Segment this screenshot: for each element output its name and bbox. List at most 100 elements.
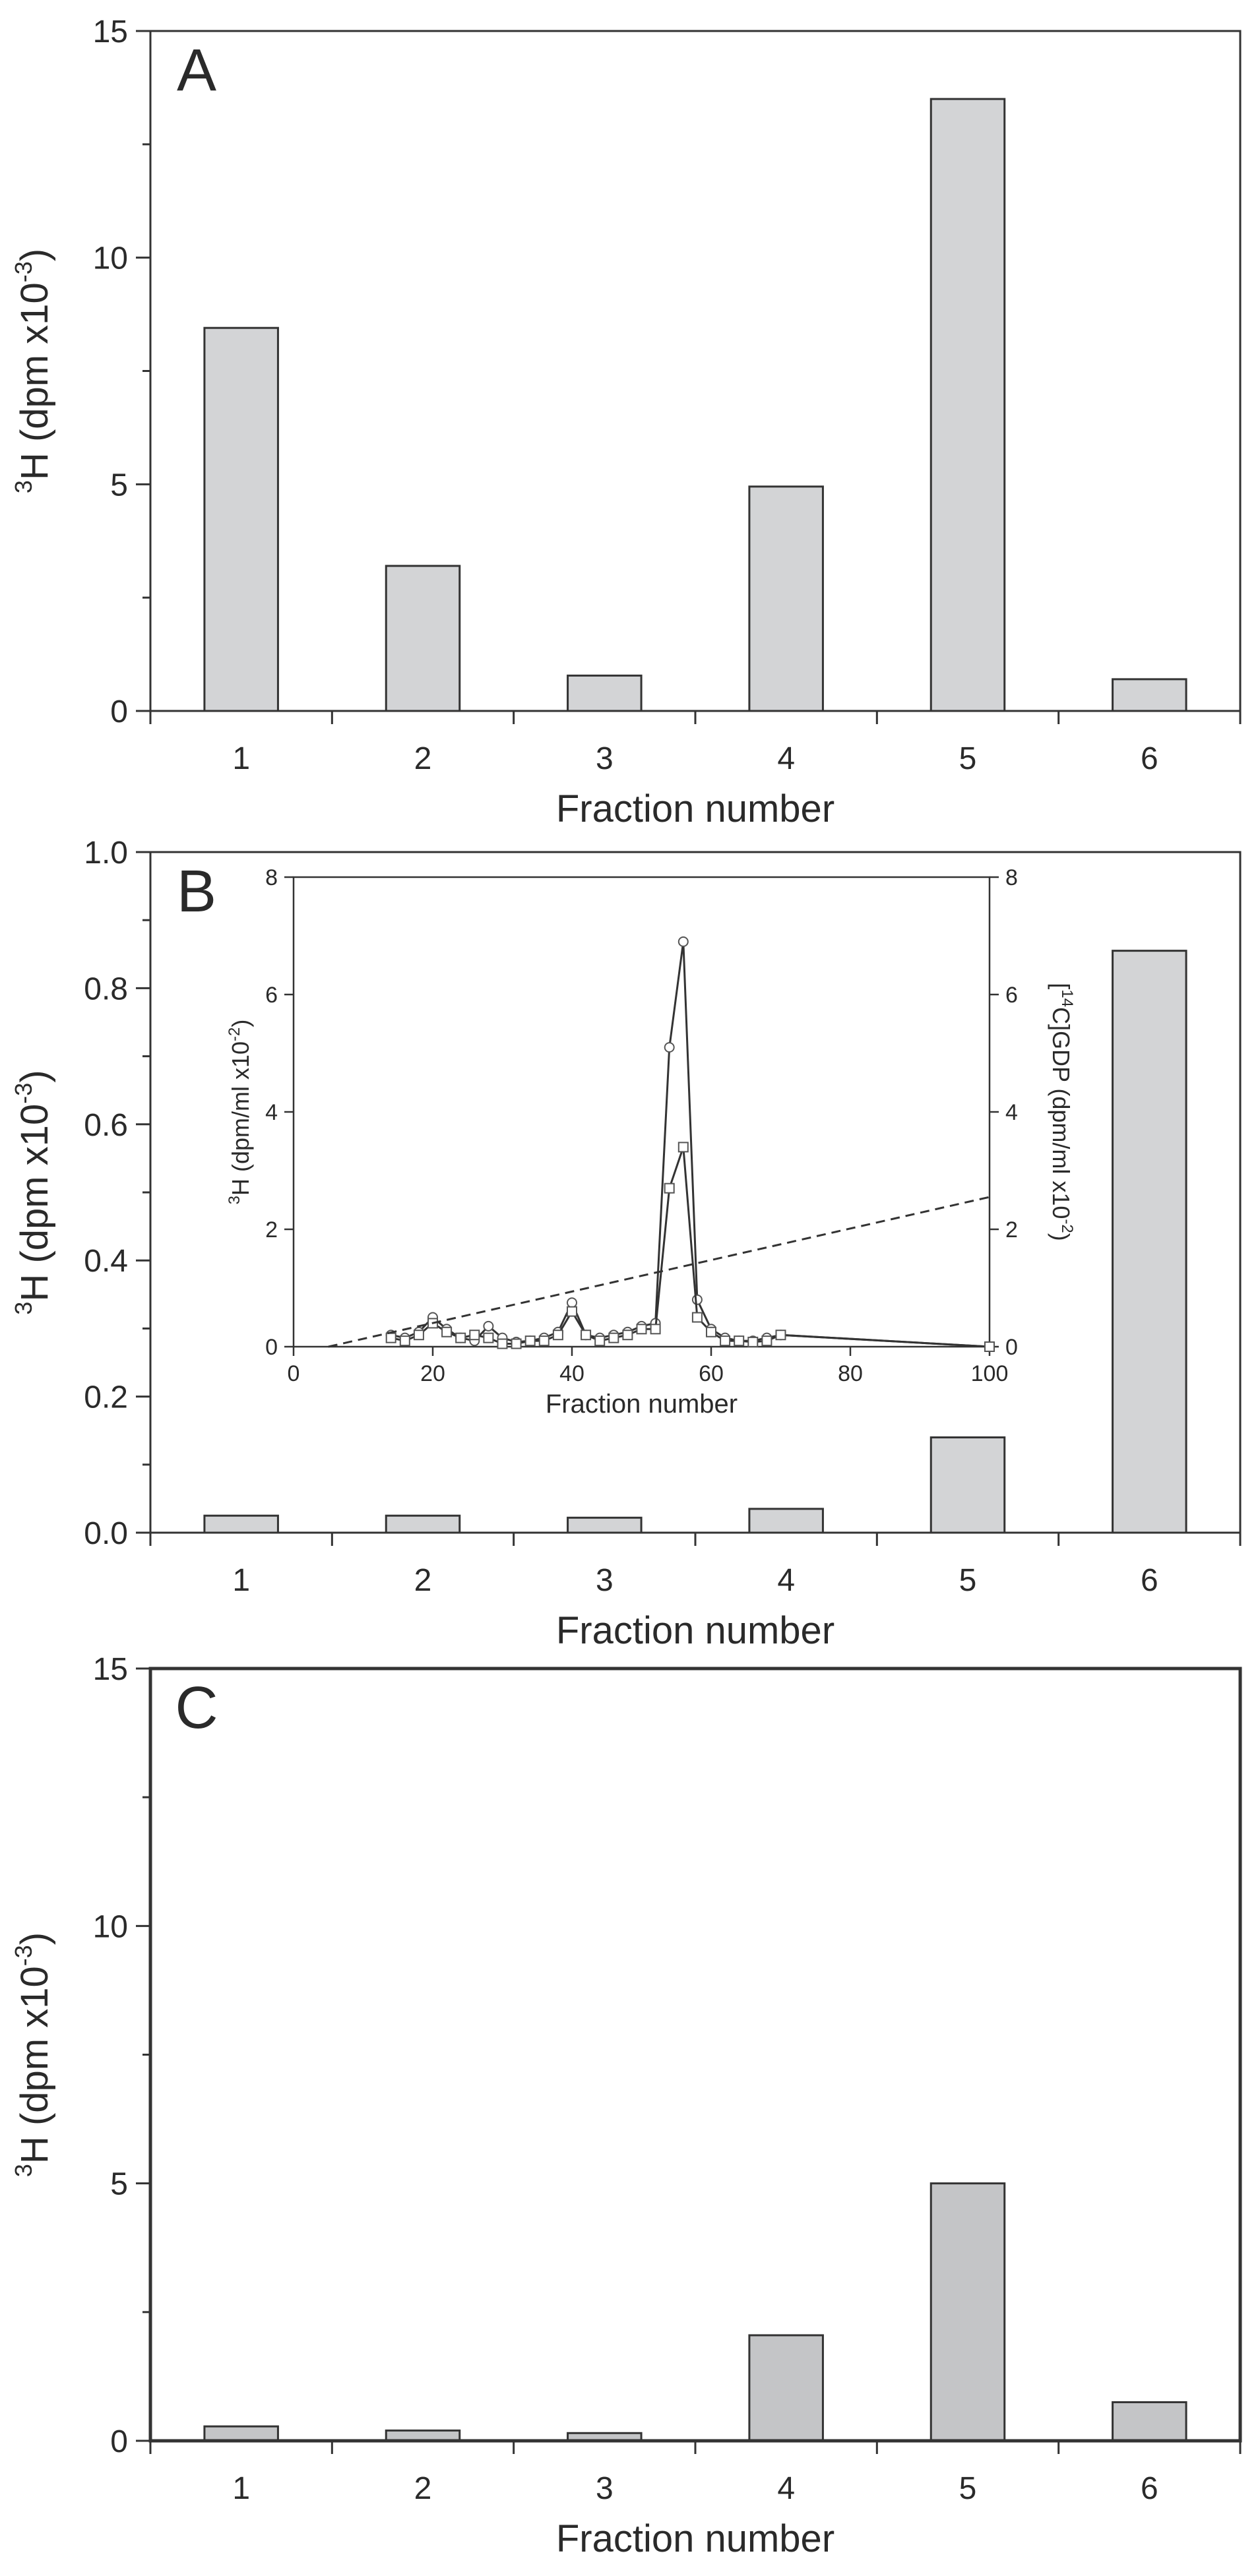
inset-point-square	[581, 1330, 592, 1341]
y-tick-label: 0.2	[84, 1380, 128, 1415]
inset-y-tick-label-right: 8	[1005, 865, 1018, 890]
x-axis-title: Fraction number	[556, 787, 835, 830]
inset-point-square	[608, 1332, 619, 1343]
x-tick-label: 2	[414, 1563, 432, 1598]
inset-line-gradient	[328, 1196, 990, 1348]
inset-point-square	[761, 1335, 772, 1347]
inset-point-square	[706, 1326, 716, 1337]
bar-2	[385, 565, 461, 712]
x-tick-label: 1	[232, 741, 250, 776]
x-tick-label: 2	[414, 2471, 432, 2506]
inset-x-tick-label: 20	[420, 1361, 445, 1386]
bar-1	[203, 1514, 279, 1534]
y-axis-title: 3H (dpm x10-3)	[10, 1070, 56, 1314]
inset-point-square	[622, 1330, 633, 1341]
bar-5	[929, 2182, 1006, 2442]
inset-point-square	[567, 1306, 577, 1317]
y-tick-label: 1.0	[84, 836, 128, 871]
inset-point-square	[775, 1330, 786, 1341]
y-tick-label: 10	[93, 1909, 128, 1944]
x-tick-label: 6	[1141, 741, 1158, 776]
x-tick-label: 3	[596, 1563, 614, 1598]
inset-y-tick-label: 6	[265, 983, 278, 1008]
bar-1	[203, 2425, 279, 2442]
bar-3	[567, 674, 643, 712]
x-tick-label: 1	[232, 1563, 250, 1598]
inset-point-square	[469, 1330, 480, 1341]
inset-point-square	[691, 1312, 703, 1323]
x-tick-label: 5	[959, 741, 977, 776]
inset-y-axis-title-left: 3H (dpm/ml x10-2)	[226, 1020, 254, 1205]
x-tick-label: 1	[232, 2471, 250, 2506]
plot-frame	[149, 30, 1242, 712]
y-tick-label: 5	[110, 2167, 128, 2202]
inset-point-square	[497, 1338, 508, 1349]
inset-y-tick-label: 4	[265, 1100, 278, 1125]
inset-point-square	[483, 1332, 494, 1343]
inset-y-tick-label-right: 0	[1005, 1335, 1018, 1360]
inset-x-tick-label: 40	[559, 1361, 584, 1386]
x-tick-label: 6	[1141, 1563, 1158, 1598]
x-tick-label: 4	[777, 2471, 795, 2506]
panel-label: A	[177, 38, 216, 104]
bar-6	[1112, 950, 1187, 1534]
y-axis-title: 3H (dpm x10-3)	[10, 249, 56, 493]
inset-x-tick-label: 60	[699, 1361, 724, 1386]
inset-point-square	[455, 1332, 466, 1343]
inset-point-square	[413, 1330, 424, 1341]
inset-point-square	[650, 1324, 661, 1335]
x-tick-label: 3	[596, 741, 614, 776]
x-tick-label: 5	[959, 2471, 977, 2506]
bar-4	[748, 2334, 824, 2442]
inset-y-tick-label-right: 4	[1005, 1100, 1018, 1125]
inset-point-square	[677, 1142, 689, 1153]
inset-point-circle	[677, 936, 689, 947]
inset-point-circle	[483, 1320, 494, 1332]
bar-4	[748, 485, 824, 712]
inset-point-square	[720, 1335, 731, 1347]
inset-point-square	[594, 1335, 606, 1347]
y-tick-label: 0.0	[84, 1516, 128, 1551]
inset-point-circle	[664, 1042, 675, 1053]
bar-5	[929, 98, 1006, 712]
plot-frame	[148, 1667, 1242, 2443]
y-tick-label: 15	[93, 1652, 128, 1687]
inset-y-axis-title-right: [14C]GDP (dpm/ml x10-2)	[1048, 983, 1076, 1241]
inset-point-square	[524, 1335, 536, 1347]
y-tick-label: 10	[93, 241, 128, 276]
y-axis-title: 3H (dpm x10-3)	[10, 1932, 56, 2177]
x-tick-label: 2	[414, 741, 432, 776]
inset-y-tick-label-right: 6	[1005, 983, 1018, 1008]
bar-4	[748, 1508, 824, 1534]
y-tick-label: 0	[110, 694, 128, 729]
inset-x-axis-title: Fraction number	[546, 1390, 738, 1419]
inset-point-square	[538, 1335, 550, 1347]
inset-y-tick-label: 2	[265, 1217, 278, 1242]
inset-point-square	[747, 1336, 759, 1347]
inset-point-square	[984, 1341, 995, 1352]
bar-6	[1112, 678, 1187, 712]
inset-point-square	[399, 1335, 410, 1347]
panel-c: 0 5 10 15 1 2 3 4 5 6 Fraction number 3H (dpm x10-3…	[10, 1652, 1242, 2560]
panel-a: 0 5 10 15 1 2 3 4 5 6 Fraction number 3H (dpm x10-3…	[10, 15, 1242, 830]
inset-line-squares	[391, 1146, 990, 1348]
x-axis-title: Fraction number	[556, 2517, 835, 2560]
bar-1	[203, 326, 279, 712]
inset-y-tick-label-right: 2	[1005, 1217, 1018, 1242]
x-tick-label: 5	[959, 1563, 977, 1598]
inset-point-square	[511, 1338, 522, 1349]
x-tick-label: 4	[777, 1563, 795, 1598]
x-tick-label: 4	[777, 741, 795, 776]
bar-6	[1112, 2401, 1187, 2442]
panel-label: C	[175, 1675, 218, 1741]
bar-2	[385, 1514, 461, 1534]
y-tick-label: 15	[93, 15, 128, 49]
inset-x-tick-label: 80	[838, 1361, 863, 1386]
x-tick-label: 6	[1141, 2471, 1158, 2506]
inset-x-tick-label: 0	[288, 1361, 300, 1386]
panel-b: 0.0 0.2 0.4 0.6 0.8 1.0 1 2 3 4 5 6 Fraction number 3…	[10, 836, 1242, 1652]
bar-3	[567, 1516, 643, 1534]
y-tick-label: 0	[110, 2424, 128, 2459]
y-tick-label: 0.6	[84, 1108, 128, 1143]
